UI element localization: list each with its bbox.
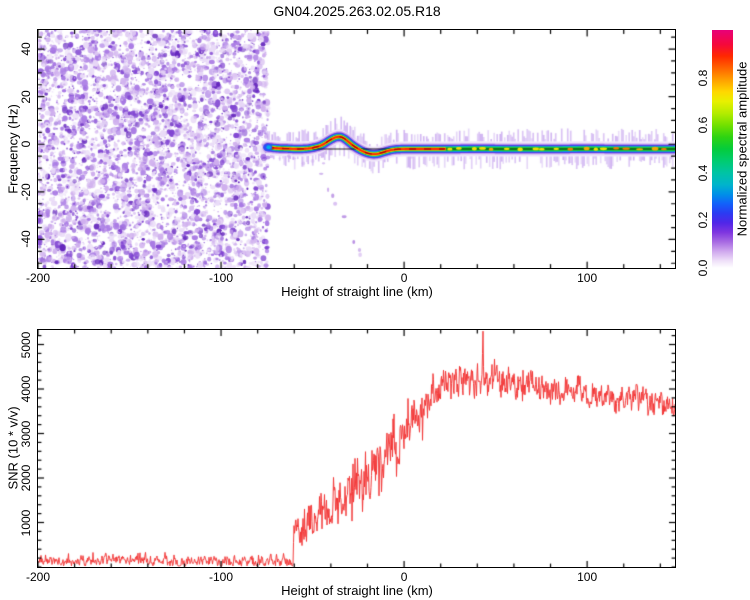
spectrogram-y-axis-label: Frequency (Hz) [5,104,21,194]
spectrogram-y-tick-label: 20 [19,89,33,104]
snr-y-tick-label: 1000 [19,509,33,536]
colorbar-gradient [712,30,733,268]
spectrogram-x-tick-label: -200 [25,271,51,285]
snr-y-tick-label: 2000 [19,464,33,492]
snr-y-tick-label: 3000 [19,420,33,447]
spectrogram-plot [37,29,676,269]
snr-x-tick-label: -200 [25,570,51,584]
spectrogram-y-tick-label: 0 [19,140,33,148]
spectrogram-x-tick-label: -100 [209,271,234,285]
snr-canvas [38,330,675,567]
snr-plot [37,329,676,568]
colorbar-tick-label: 0.6 [696,116,710,134]
spectrogram-x-tick-label: 100 [577,271,598,285]
snr-x-tick-label: 100 [577,570,598,584]
colorbar-label: Normalized spectral amplitude [734,61,750,237]
spectrogram-x-tick-label: 0 [400,271,408,285]
spectrogram-canvas [38,30,675,268]
snr-x-axis-label: Height of straight line (km) [281,583,433,598]
spectrogram-y-tick-label: 40 [19,42,33,56]
colorbar-tick-label: 0.0 [696,259,710,277]
spectrogram-x-axis-label: Height of straight line (km) [281,284,433,299]
plot-title: GN04.2025.263.02.05.R18 [273,3,441,19]
snr-y-tick-label: 5000 [19,331,33,358]
spectrogram-y-tick-label: -20 [19,183,33,201]
colorbar-tick-label: 0.8 [696,69,710,86]
spectrogram-y-tick-label: -40 [19,230,33,249]
colorbar-tick-label: 0.2 [696,212,710,229]
colorbar-tick-label: 0.4 [696,164,710,182]
snr-y-tick-label: 4000 [19,375,33,403]
snr-x-tick-label: 0 [400,570,408,584]
snr-x-tick-label: -100 [209,570,234,584]
